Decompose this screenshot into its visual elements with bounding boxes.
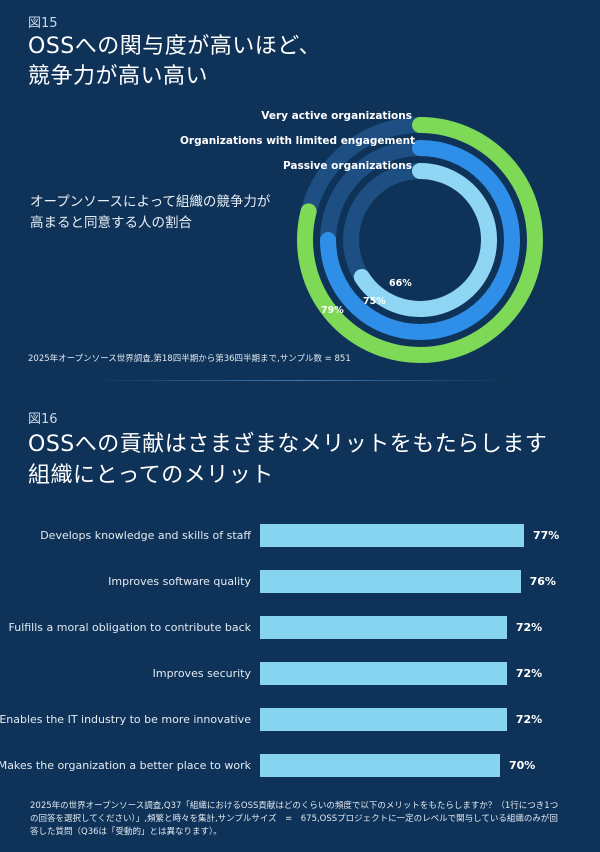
ring-label-passive: Passive organizations: [282, 160, 412, 172]
bar-value-label: 72%: [515, 667, 543, 680]
fig16-note-line2: の回答を選択してください）」,頻繁と時々を集計,サンプルサイズ = 675,OS…: [30, 814, 558, 824]
fig15-subtitle-line2: 高まると同意する人の割合: [30, 215, 192, 231]
fig16-note-line1: 2025年の世界オープンソース調査,Q37「組織におけるOSS貢献はどのくらいの…: [30, 801, 559, 811]
bar-label: Makes the organization a better place to…: [0, 759, 251, 772]
radial-chart: [297, 117, 543, 363]
bar-value-label: 76%: [529, 575, 556, 588]
fig16-title-line1: OSSへの貢献はさまざまなメリットをもたらします: [28, 432, 548, 457]
fig16-title-line2: 組織にとってのメリット: [28, 463, 274, 488]
bar: [260, 662, 507, 685]
bar-label: Improves software quality: [108, 575, 251, 588]
fig15-title-line1: OSSへの関与度が高いほど、: [28, 34, 322, 59]
fig15-title-line2: 競争力が高い高い: [28, 64, 209, 89]
bar-label: Improves security: [152, 667, 251, 680]
bar-label: Develops knowledge and skills of staff: [40, 529, 251, 542]
bar: [260, 708, 507, 731]
ring-label-very-active: Very active organizations: [261, 110, 412, 122]
section-divider: [90, 380, 510, 381]
bar-value-label: 70%: [509, 759, 536, 772]
ring-pct-limited: 75%: [363, 296, 386, 307]
bar-label: Enables the IT industry to be more innov…: [0, 713, 251, 726]
bar-label: Fulfills a moral obligation to contribut…: [8, 621, 252, 634]
bar: [260, 754, 500, 777]
ring-arc-limited: [320, 140, 520, 340]
ring-pct-very-active: 79%: [321, 305, 344, 316]
fig15-label: 図15: [28, 16, 58, 31]
fig16-label: 図16: [28, 412, 58, 427]
bar-value-label: 72%: [515, 713, 543, 726]
fig15-subtitle-line1: オープンソースによって組織の競争力が: [30, 194, 271, 210]
fig15-note: 2025年オープンソース世界調査,第18四半期から第36四半期まで,サンプル数 …: [28, 354, 351, 364]
bar: [260, 616, 507, 639]
ring-pct-passive: 66%: [389, 278, 412, 289]
bar-value-label: 72%: [515, 621, 543, 634]
fig16-note-line3: 答した質問（Q36は「受動的」とは異なります）。: [30, 827, 222, 837]
ring-arc-passive: [353, 163, 497, 317]
ring-arc-very-active: [297, 117, 543, 363]
bar-value-label: 77%: [533, 529, 560, 542]
bar: [260, 524, 524, 547]
ring-label-limited: Organizations with limited engagement: [180, 135, 416, 147]
bar: [260, 570, 521, 593]
